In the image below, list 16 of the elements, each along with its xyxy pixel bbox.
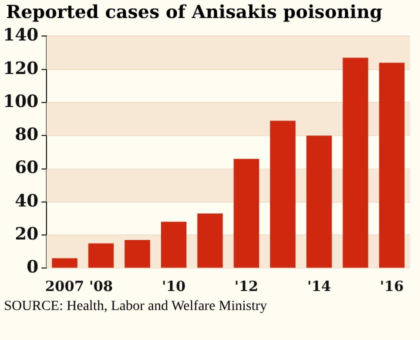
x-tick-label: '14	[307, 279, 332, 296]
y-tick-label: 120	[2, 58, 39, 79]
source-note: SOURCE: Health, Labor and Welfare Ministry	[4, 299, 268, 315]
x-tick-label: '10	[162, 279, 186, 296]
y-tick-label: 100	[2, 92, 39, 112]
y-tick-label: 40	[14, 191, 39, 212]
x-tick-label: '08	[89, 279, 113, 296]
chart-title: Reported cases of Anisakis poisoning	[6, 2, 384, 23]
x-tick-label: 2007	[45, 279, 84, 296]
y-tick-label: 140	[2, 26, 39, 46]
y-tick-label: 60	[14, 158, 39, 178]
y-tick-label: 20	[14, 224, 39, 244]
x-tick-label: '12	[234, 279, 258, 296]
y-tick-label: 80	[14, 125, 39, 146]
x-tick-label: '16	[380, 279, 404, 296]
y-tick-label: 0	[26, 258, 39, 278]
